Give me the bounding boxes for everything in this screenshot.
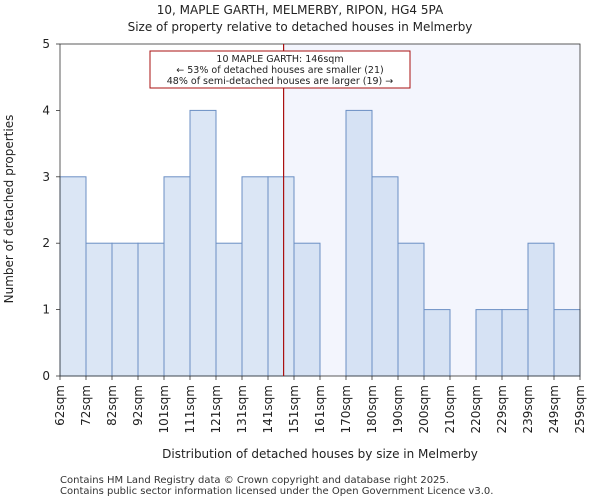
- x-tick-label-210sqm: 210sqm: [443, 385, 457, 433]
- bar-101sqm: [163, 176, 191, 377]
- x-tick-label-220sqm: 220sqm: [469, 385, 483, 433]
- bar-72sqm: [85, 242, 113, 377]
- x-tick-label-229sqm: 229sqm: [495, 385, 509, 433]
- y-tick-label-1: 1: [42, 303, 50, 317]
- x-axis-label: Distribution of detached houses by size …: [162, 447, 478, 461]
- bar-190sqm: [397, 242, 425, 377]
- x-tick-label-101sqm: 101sqm: [157, 385, 171, 433]
- x-tick-label-151sqm: 151sqm: [287, 385, 301, 433]
- x-tick-label-62sqm: 62sqm: [53, 385, 67, 426]
- x-tick-label-170sqm: 170sqm: [339, 385, 353, 433]
- bar-170sqm: [345, 109, 373, 377]
- y-tick-label-2: 2: [42, 236, 50, 250]
- annotation-larger: 48% of semi-detached houses are larger (…: [167, 76, 394, 87]
- bar-229sqm: [501, 309, 529, 377]
- bar-92sqm: [137, 242, 165, 377]
- bar-141sqm: [267, 176, 295, 377]
- x-tick-label-92sqm: 92sqm: [131, 385, 145, 426]
- x-tick-label-141sqm: 141sqm: [261, 385, 275, 433]
- x-tick-label-239sqm: 239sqm: [521, 385, 535, 433]
- bar-121sqm: [215, 242, 243, 377]
- x-tick-label-180sqm: 180sqm: [365, 385, 379, 433]
- footer-line-1: Contains HM Land Registry data © Crown c…: [60, 475, 449, 486]
- x-tick-label-161sqm: 161sqm: [313, 385, 327, 433]
- footer-line-2: Contains public sector information licen…: [60, 486, 493, 497]
- y-tick-label-5: 5: [42, 37, 50, 51]
- annotation-smaller: ← 53% of detached houses are smaller (21…: [176, 65, 383, 76]
- bar-249sqm: [553, 309, 581, 377]
- x-tick-label-121sqm: 121sqm: [209, 385, 223, 433]
- chart-subtitle: Size of property relative to detached ho…: [128, 20, 473, 34]
- x-tick-label-131sqm: 131sqm: [235, 385, 249, 433]
- bar-151sqm: [293, 242, 321, 377]
- y-tick-label-0: 0: [42, 369, 50, 383]
- x-tick-label-190sqm: 190sqm: [391, 385, 405, 433]
- x-tick-label-249sqm: 249sqm: [547, 385, 561, 433]
- annotation-title: 10 MAPLE GARTH: 146sqm: [216, 54, 343, 65]
- x-tick-label-111sqm: 111sqm: [183, 385, 197, 433]
- bar-180sqm: [371, 176, 399, 377]
- x-tick-label-72sqm: 72sqm: [79, 385, 93, 426]
- bar-62sqm: [59, 176, 87, 377]
- x-tick-label-200sqm: 200sqm: [417, 385, 431, 433]
- x-tick-label-259sqm: 259sqm: [573, 385, 587, 433]
- y-axis-label: Number of detached properties: [2, 115, 16, 304]
- plot-area: 0 1 2 3 4 5 62sqm 72sqm 82sqm 92sqm 101sqm 111sqm 12…: [42, 37, 587, 433]
- y-tick-label-4: 4: [42, 103, 50, 117]
- bar-200sqm: [423, 309, 451, 377]
- annotation-box: [149, 50, 411, 89]
- y-tick-label-3: 3: [42, 170, 50, 184]
- chart-title: 10, MAPLE GARTH, MELMERBY, RIPON, HG4 5P…: [157, 3, 444, 17]
- bar-82sqm: [111, 242, 139, 377]
- bar-220sqm: [475, 309, 503, 377]
- bar-131sqm: [241, 176, 269, 377]
- x-tick-label-82sqm: 82sqm: [105, 385, 119, 426]
- bar-239sqm: [527, 242, 555, 377]
- bar-111sqm: [189, 109, 217, 377]
